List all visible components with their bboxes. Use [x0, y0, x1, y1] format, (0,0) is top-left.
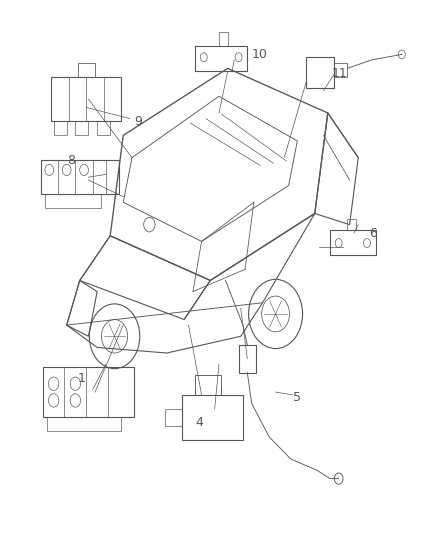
Text: 4: 4 [195, 416, 203, 429]
Text: 11: 11 [332, 68, 348, 80]
Text: 8: 8 [67, 154, 74, 167]
Text: 5: 5 [293, 391, 301, 404]
Text: 1: 1 [78, 372, 85, 385]
Text: 10: 10 [252, 48, 268, 61]
Text: 9: 9 [134, 115, 142, 128]
Text: 6: 6 [369, 227, 377, 239]
